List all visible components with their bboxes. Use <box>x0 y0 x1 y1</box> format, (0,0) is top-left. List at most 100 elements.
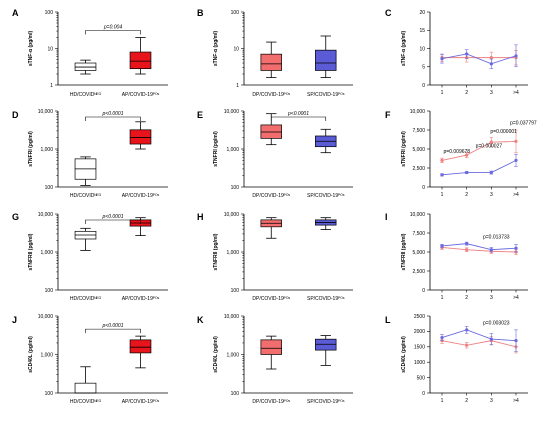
panel-letter: E <box>197 110 203 120</box>
y-tick-label: 10,000 <box>410 109 426 115</box>
category-label: AP/COVID-19ᴾᴼˢ <box>122 399 160 405</box>
data-point <box>465 328 469 332</box>
y-tick-label: 1500 <box>414 345 425 351</box>
y-tick-label: 10,000 <box>38 212 54 218</box>
series-2 <box>440 154 518 177</box>
significance-bracket <box>85 116 141 121</box>
category-label: DP/COVID-19ᴾᴼˢ <box>252 399 290 405</box>
box-1 <box>74 366 97 394</box>
box-body <box>315 338 337 351</box>
x-tick-label: 1 <box>441 192 444 198</box>
x-tick-label: >4 <box>513 90 519 96</box>
y-tick-label: 10,000 <box>224 212 240 218</box>
y-axis-label: sTNFRI (pg/ml) <box>213 131 219 167</box>
box-body <box>260 339 282 355</box>
y-axis-label: sTNFRII (pg/ml) <box>401 233 407 270</box>
box-1 <box>260 41 282 78</box>
data-point <box>489 248 493 252</box>
panel-letter: L <box>385 315 391 325</box>
x-tick-label: 3 <box>490 398 493 404</box>
series-1 <box>440 336 518 354</box>
y-tick-label: 10,000 <box>410 212 426 218</box>
data-point <box>465 242 469 246</box>
category-label: DP/COVID-19ᴾᴼˢ <box>252 193 290 199</box>
p-value-label: p<0.0001 <box>102 323 124 329</box>
box-body <box>74 382 97 394</box>
y-tick-label: 2,500 <box>412 269 425 275</box>
x-tick-label: 2 <box>465 192 468 198</box>
y-tick-label: 1,000 <box>40 147 53 153</box>
series-line <box>441 159 517 176</box>
y-axis-label: sTNF-α (pg/ml) <box>213 31 219 67</box>
box-2 <box>129 335 152 369</box>
data-point <box>440 173 444 177</box>
box-1 <box>260 335 282 370</box>
category-label: SP/COVID-19ᴾᴼˢ <box>307 92 345 98</box>
x-tick-label: 3 <box>490 90 493 96</box>
box-1 <box>74 156 97 186</box>
panel-letter: B <box>197 8 204 18</box>
category-label: SP/COVID-19ᴾᴼˢ <box>307 193 345 199</box>
y-axis-label: sTNF-α (pg/ml) <box>28 31 34 67</box>
panel-letter: I <box>385 212 388 222</box>
data-point <box>440 244 444 248</box>
y-axis-label: sCD40L (pg/ml) <box>213 336 219 373</box>
box-1 <box>74 59 97 75</box>
box-2 <box>315 35 337 78</box>
y-tick-label: 10 <box>47 46 53 52</box>
y-tick-label: 0 <box>422 83 425 89</box>
category-label: AP/COVID-19ᴾᴼˢ <box>122 193 160 199</box>
series-1 <box>440 129 518 163</box>
x-tick-label: 1 <box>441 398 444 404</box>
y-tick-label: 100 <box>45 391 54 397</box>
box-body <box>129 51 152 70</box>
box-2 <box>129 37 152 75</box>
y-axis-label: sTNFRI (pg/ml) <box>401 131 407 167</box>
box-2 <box>315 217 337 230</box>
category-label: DP/COVID-19ᴾᴼˢ <box>252 296 290 302</box>
data-point <box>514 339 518 343</box>
y-tick-label: 100 <box>231 10 240 16</box>
y-tick-label: 1000 <box>414 360 425 366</box>
category-label: AP/COVID-19ᴾᴼˢ <box>122 92 160 98</box>
panel-letter: C <box>385 8 392 18</box>
y-tick-label: 7,500 <box>412 128 425 134</box>
y-tick-label: 1 <box>236 83 239 89</box>
x-tick-label: 2 <box>465 90 468 96</box>
series-2 <box>440 326 518 352</box>
category-label: AP/COVID-19ᴾᴼˢ <box>122 296 160 302</box>
y-tick-label: 10,000 <box>224 314 240 320</box>
y-axis-label: sTNFRII (pg/ml) <box>213 233 219 270</box>
x-tick-label: >4 <box>513 192 519 198</box>
data-point <box>465 170 469 175</box>
y-tick-label: 10,000 <box>38 314 54 320</box>
category-label: HD/COVIDᴺᴱᴳ <box>70 399 102 405</box>
data-point <box>514 158 518 162</box>
p-value-annotation: p=0.003023 <box>483 321 510 327</box>
significance-bracket <box>85 30 141 35</box>
category-label: SP/COVID-19ᴾᴼˢ <box>307 296 345 302</box>
data-point <box>440 335 444 340</box>
y-tick-label: 0 <box>422 185 425 191</box>
x-tick-label: >4 <box>513 295 519 301</box>
y-tick-label: 100 <box>231 288 240 294</box>
x-tick-label: 2 <box>465 398 468 404</box>
box-1 <box>74 227 97 251</box>
y-tick-label: 100 <box>231 391 240 397</box>
panel-letter: D <box>12 110 19 120</box>
x-tick-label: 3 <box>490 295 493 301</box>
series-line <box>441 243 517 251</box>
y-tick-label: 10,000 <box>224 109 240 115</box>
data-point <box>514 139 518 143</box>
box-1 <box>260 113 282 146</box>
category-label: HD/COVIDᴺᴱᴳ <box>70 296 102 302</box>
series-line <box>441 340 517 348</box>
y-tick-label: 20 <box>419 10 425 16</box>
y-tick-label: 100 <box>231 185 240 191</box>
y-tick-label: 1,000 <box>40 250 53 256</box>
